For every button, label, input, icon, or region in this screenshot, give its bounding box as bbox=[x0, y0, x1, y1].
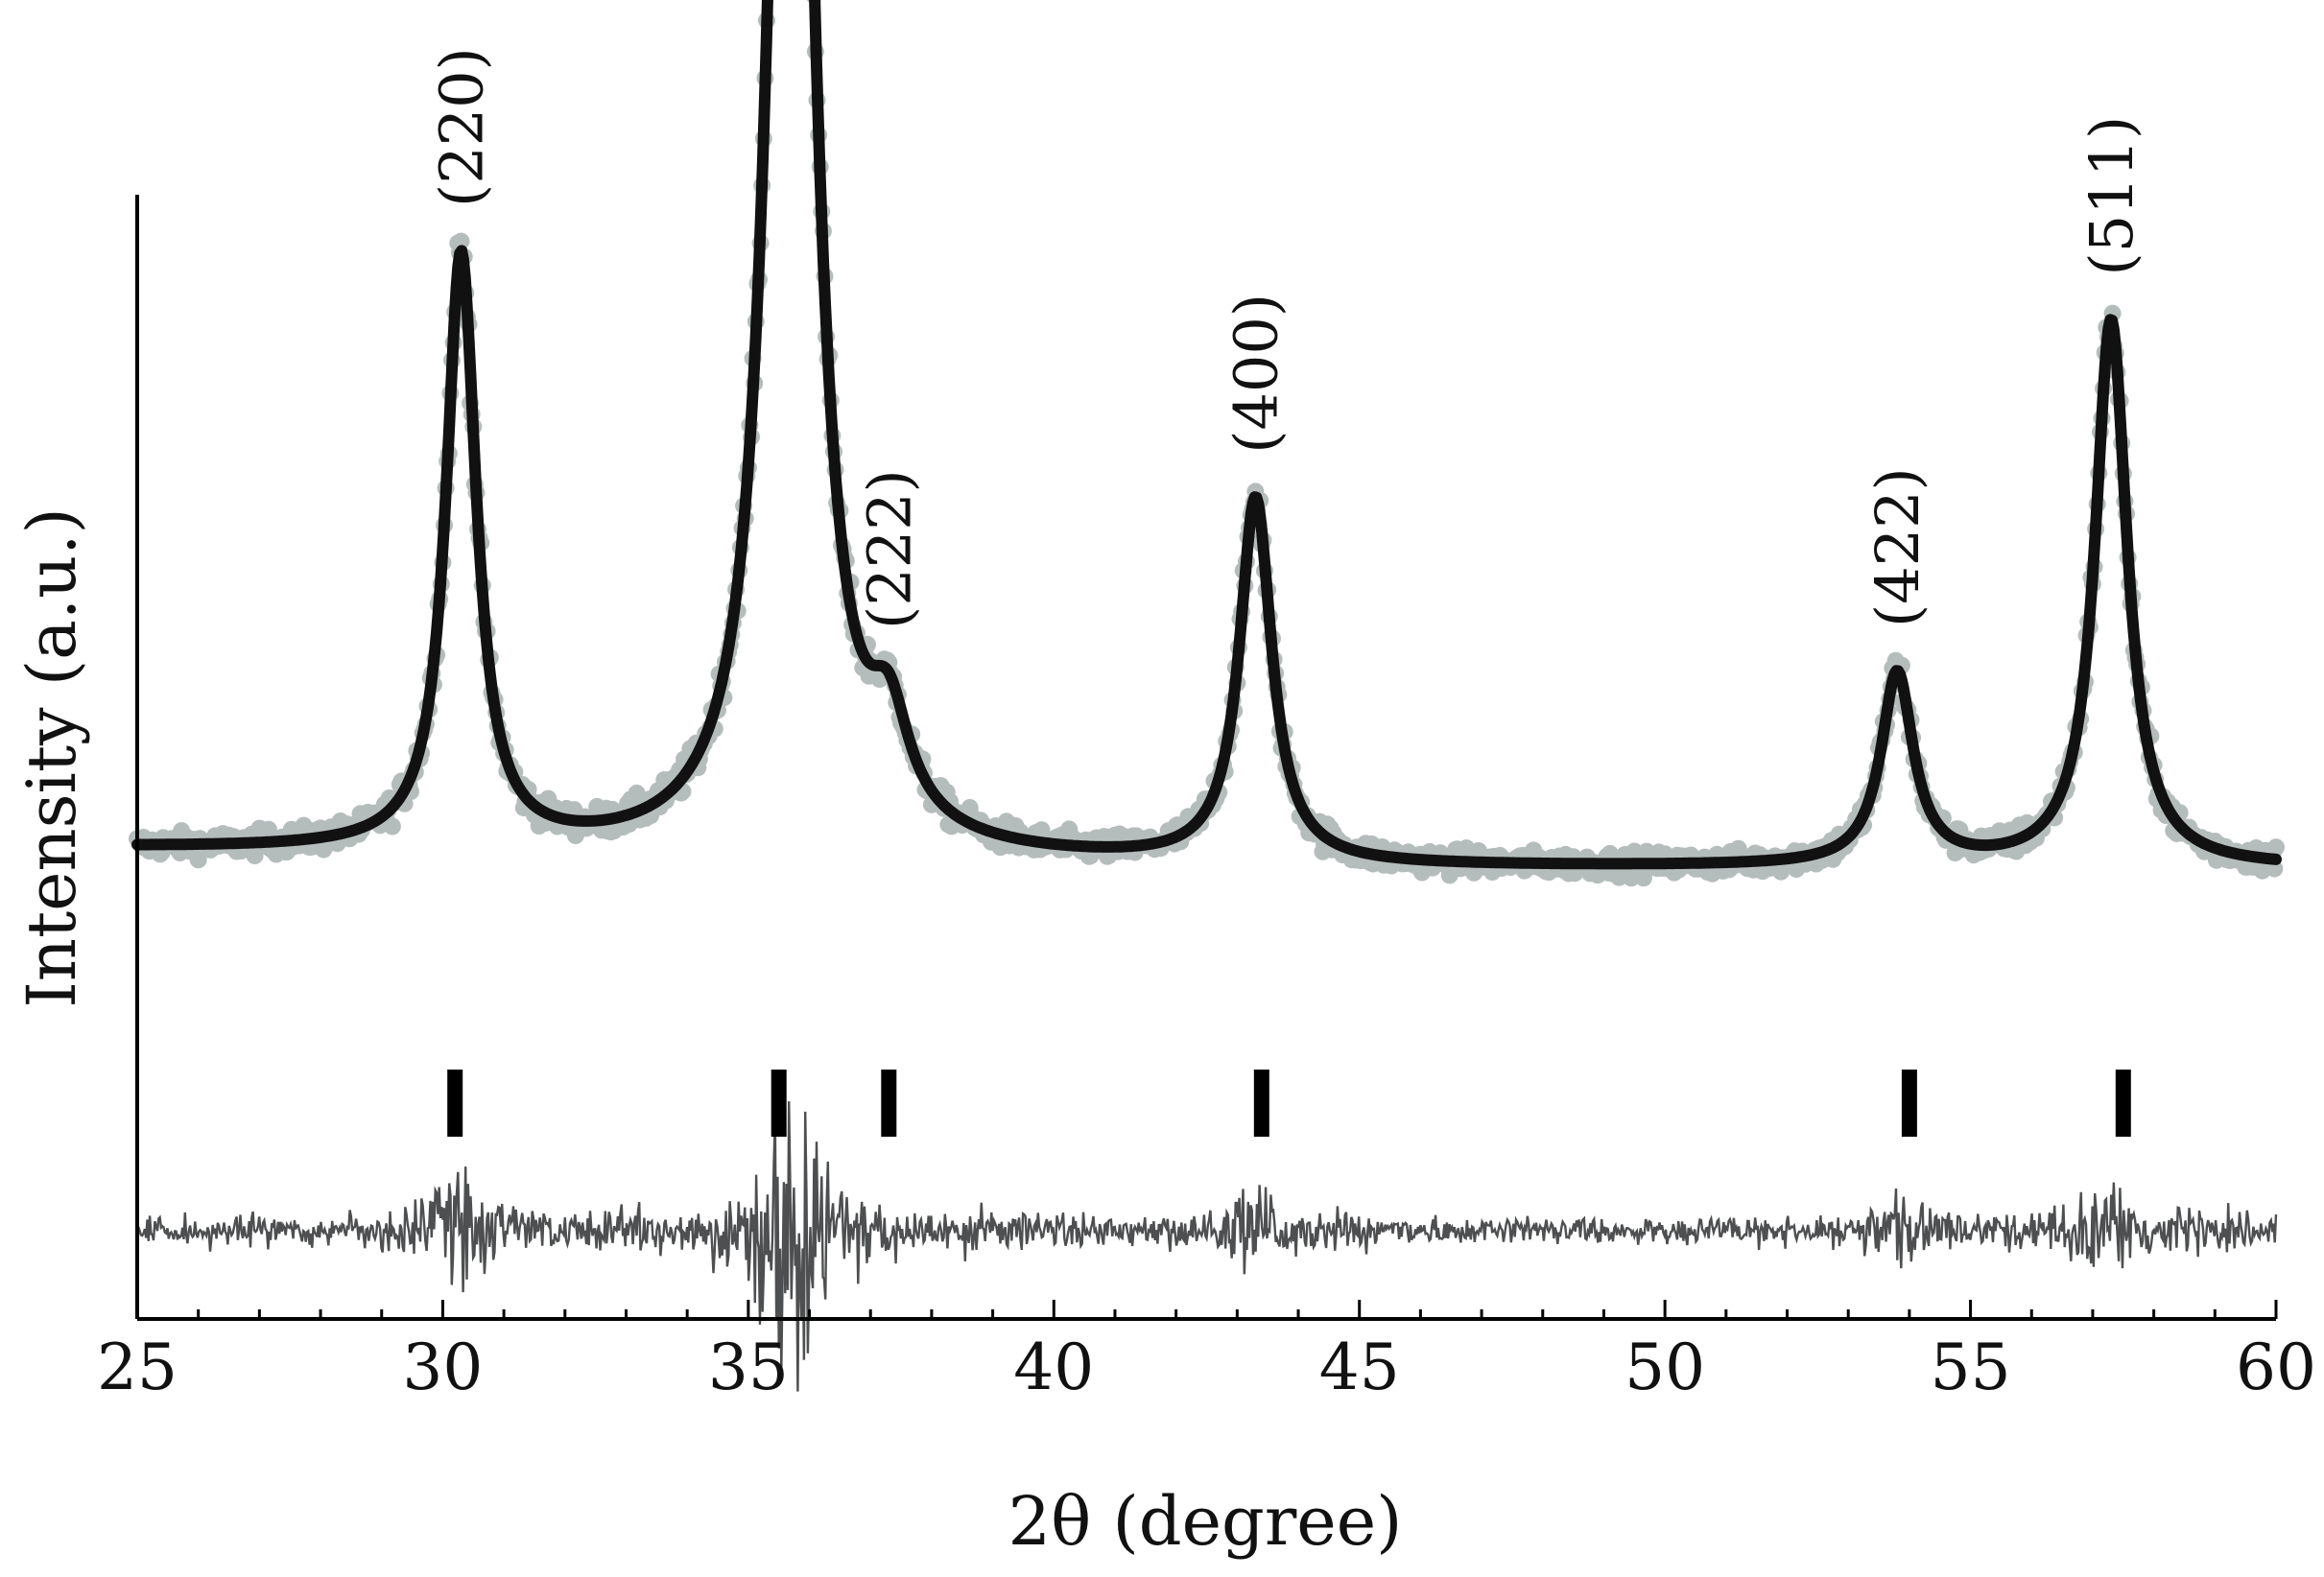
peak-label: (220) bbox=[427, 47, 497, 207]
calculated-curve-group bbox=[131, 0, 2282, 870]
observed-point bbox=[452, 232, 470, 250]
reference-tick bbox=[881, 1070, 897, 1137]
x-axis-title: 2θ (degree) bbox=[1008, 1482, 1403, 1561]
x-tick-label: 35 bbox=[708, 1330, 789, 1404]
reference-tick bbox=[447, 1070, 463, 1137]
x-tick-label: 50 bbox=[1624, 1330, 1705, 1404]
x-tick-label: 45 bbox=[1319, 1330, 1400, 1404]
reference-tick bbox=[1253, 1070, 1269, 1137]
peak-label: (511) bbox=[2076, 116, 2146, 276]
x-tick-label: 40 bbox=[1013, 1330, 1094, 1404]
peak-labels-group: (220)(311)(222)(400)(422)(511) bbox=[427, 47, 2147, 629]
reference-tick bbox=[2115, 1070, 2131, 1137]
x-tick-label: 60 bbox=[2236, 1330, 2316, 1404]
difference-curve bbox=[135, 1101, 2278, 1392]
x-tick-label: 30 bbox=[402, 1330, 483, 1404]
x-tick-label: 25 bbox=[97, 1330, 178, 1404]
peak-label: (222) bbox=[854, 469, 924, 629]
reference-ticks-group bbox=[447, 1070, 2131, 1137]
reference-tick bbox=[1901, 1070, 1917, 1137]
peak-label: (422) bbox=[1862, 467, 1933, 627]
observed-point bbox=[383, 817, 401, 836]
observed-point bbox=[189, 851, 207, 869]
observed-point bbox=[2267, 838, 2285, 857]
x-ticks-group: 25 30 35 40 45 50 55 60 bbox=[97, 1300, 2316, 1404]
peak-label: (400) bbox=[1221, 294, 1291, 454]
axes-group bbox=[135, 195, 2276, 1321]
calculated-curve bbox=[131, 0, 2282, 870]
y-axis-title: Intensity (a.u.) bbox=[12, 507, 91, 1008]
reference-tick bbox=[771, 1070, 787, 1137]
difference-curve-group bbox=[135, 1101, 2278, 1392]
x-tick-label: 55 bbox=[1931, 1330, 2011, 1404]
